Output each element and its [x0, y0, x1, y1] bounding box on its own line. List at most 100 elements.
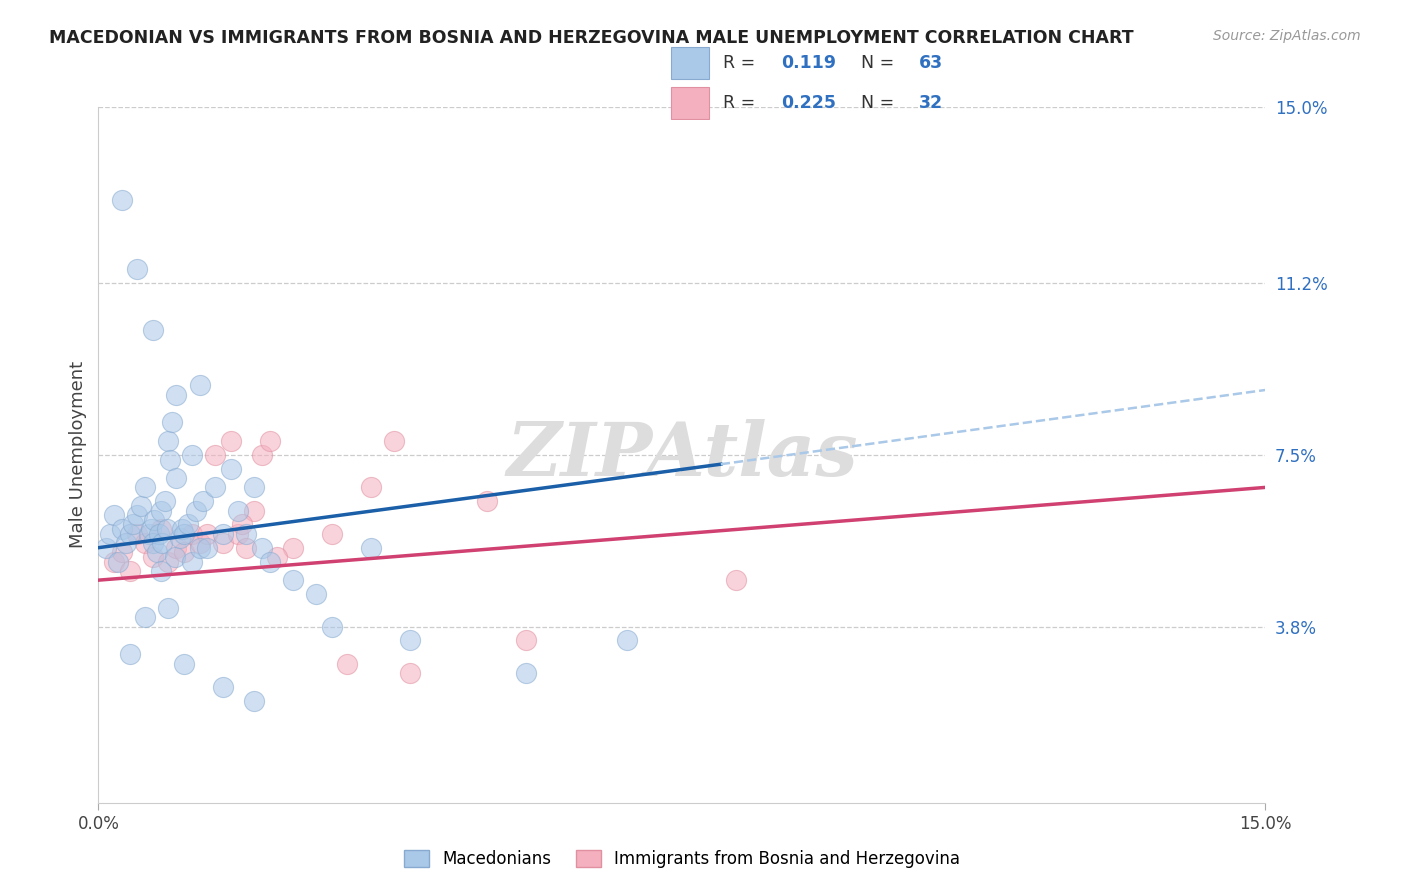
Point	[153, 494, 176, 508]
Point	[114, 536, 136, 550]
Point	[259, 434, 281, 448]
Point	[165, 541, 187, 555]
Point	[118, 526, 141, 541]
Point	[188, 378, 211, 392]
Point	[127, 508, 149, 523]
Point	[228, 526, 250, 541]
Point	[398, 633, 420, 648]
Text: 63: 63	[920, 54, 943, 71]
Point	[159, 452, 181, 467]
Point	[141, 522, 163, 536]
Point	[204, 448, 226, 462]
Text: 0.119: 0.119	[782, 54, 837, 71]
Point	[149, 522, 172, 536]
Point	[134, 536, 156, 550]
Point	[228, 503, 250, 517]
Point	[243, 480, 266, 494]
Point	[163, 549, 186, 564]
Text: 0.225: 0.225	[782, 94, 837, 112]
Point	[157, 601, 180, 615]
Point	[305, 587, 328, 601]
Point	[193, 494, 215, 508]
Point	[103, 555, 125, 569]
Point	[165, 387, 187, 401]
Point	[195, 541, 218, 555]
Point	[219, 434, 242, 448]
Point	[188, 541, 211, 555]
Point	[212, 680, 235, 694]
Text: Source: ZipAtlas.com: Source: ZipAtlas.com	[1213, 29, 1361, 43]
Point	[149, 564, 172, 578]
Point	[281, 541, 304, 555]
Point	[157, 555, 180, 569]
Point	[134, 610, 156, 624]
Point	[142, 549, 165, 564]
Point	[250, 448, 273, 462]
Point	[127, 526, 149, 541]
Point	[173, 545, 195, 559]
Text: MACEDONIAN VS IMMIGRANTS FROM BOSNIA AND HERZEGOVINA MALE UNEMPLOYMENT CORRELATI: MACEDONIAN VS IMMIGRANTS FROM BOSNIA AND…	[49, 29, 1133, 46]
Point	[195, 526, 218, 541]
Point	[150, 536, 173, 550]
Point	[111, 545, 134, 559]
Point	[204, 480, 226, 494]
Point	[149, 503, 172, 517]
Point	[111, 193, 134, 207]
Text: ZIPAtlas: ZIPAtlas	[506, 418, 858, 491]
Point	[111, 522, 134, 536]
Point	[173, 526, 195, 541]
Point	[107, 555, 129, 569]
Point	[219, 462, 242, 476]
Point	[184, 503, 207, 517]
Point	[172, 522, 194, 536]
Point	[360, 541, 382, 555]
Point	[231, 517, 253, 532]
FancyBboxPatch shape	[671, 87, 709, 119]
Point	[157, 434, 180, 448]
Point	[212, 536, 235, 550]
Point	[162, 416, 184, 430]
Point	[169, 532, 191, 546]
Point	[180, 555, 202, 569]
Point	[243, 694, 266, 708]
Point	[173, 657, 195, 671]
Point	[142, 536, 165, 550]
Point	[266, 549, 288, 564]
Text: 32: 32	[920, 94, 943, 112]
Point	[477, 494, 499, 508]
FancyBboxPatch shape	[671, 46, 709, 78]
Point	[281, 573, 304, 587]
Point	[96, 541, 118, 555]
Point	[143, 513, 166, 527]
Point	[98, 526, 121, 541]
Point	[122, 517, 145, 532]
Point	[235, 541, 257, 555]
Point	[360, 480, 382, 494]
Point	[129, 499, 152, 513]
Point	[382, 434, 405, 448]
Point	[212, 526, 235, 541]
Point	[134, 480, 156, 494]
Point	[177, 517, 200, 532]
Point	[725, 573, 748, 587]
Point	[180, 448, 202, 462]
Point	[515, 633, 537, 648]
Point	[243, 503, 266, 517]
Point	[321, 526, 343, 541]
Text: R =: R =	[723, 54, 761, 71]
Point	[156, 522, 179, 536]
Point	[250, 541, 273, 555]
Point	[118, 648, 141, 662]
Point	[118, 564, 141, 578]
Point	[398, 665, 420, 680]
Point	[515, 665, 537, 680]
Point	[188, 536, 211, 550]
Text: N =: N =	[860, 94, 900, 112]
Point	[103, 508, 125, 523]
Legend: Macedonians, Immigrants from Bosnia and Herzegovina: Macedonians, Immigrants from Bosnia and …	[396, 843, 967, 874]
Point	[142, 323, 165, 337]
Text: R =: R =	[723, 94, 761, 112]
Point	[235, 526, 257, 541]
Point	[180, 526, 202, 541]
Point	[321, 619, 343, 633]
